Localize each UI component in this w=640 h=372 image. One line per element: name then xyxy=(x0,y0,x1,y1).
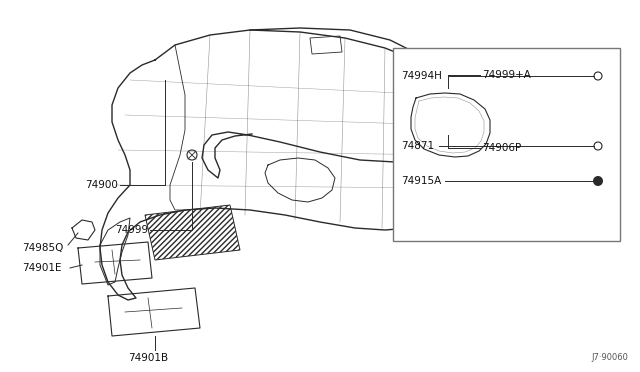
Text: 74985Q: 74985Q xyxy=(22,243,63,253)
Text: 74906P: 74906P xyxy=(482,143,521,153)
Text: J7·90060: J7·90060 xyxy=(591,353,628,362)
Text: 74915A: 74915A xyxy=(401,176,441,186)
Text: 74994H: 74994H xyxy=(401,71,442,81)
Text: 74999+A: 74999+A xyxy=(482,70,531,80)
Circle shape xyxy=(445,129,451,135)
Text: 74900: 74900 xyxy=(85,180,118,190)
Bar xyxy=(393,48,620,241)
Text: 74999: 74999 xyxy=(115,225,148,235)
Text: 74871: 74871 xyxy=(401,141,434,151)
Circle shape xyxy=(593,176,603,186)
Text: 74901E: 74901E xyxy=(22,263,61,273)
Text: 74901B: 74901B xyxy=(128,353,168,363)
